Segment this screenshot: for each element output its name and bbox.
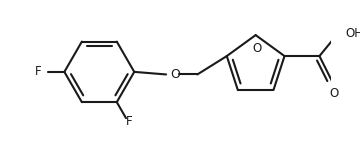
Text: O: O	[170, 68, 180, 81]
Text: F: F	[35, 65, 42, 78]
Text: OH: OH	[345, 27, 360, 40]
Text: F: F	[126, 115, 133, 128]
Text: O: O	[329, 87, 339, 100]
Text: O: O	[253, 42, 262, 55]
